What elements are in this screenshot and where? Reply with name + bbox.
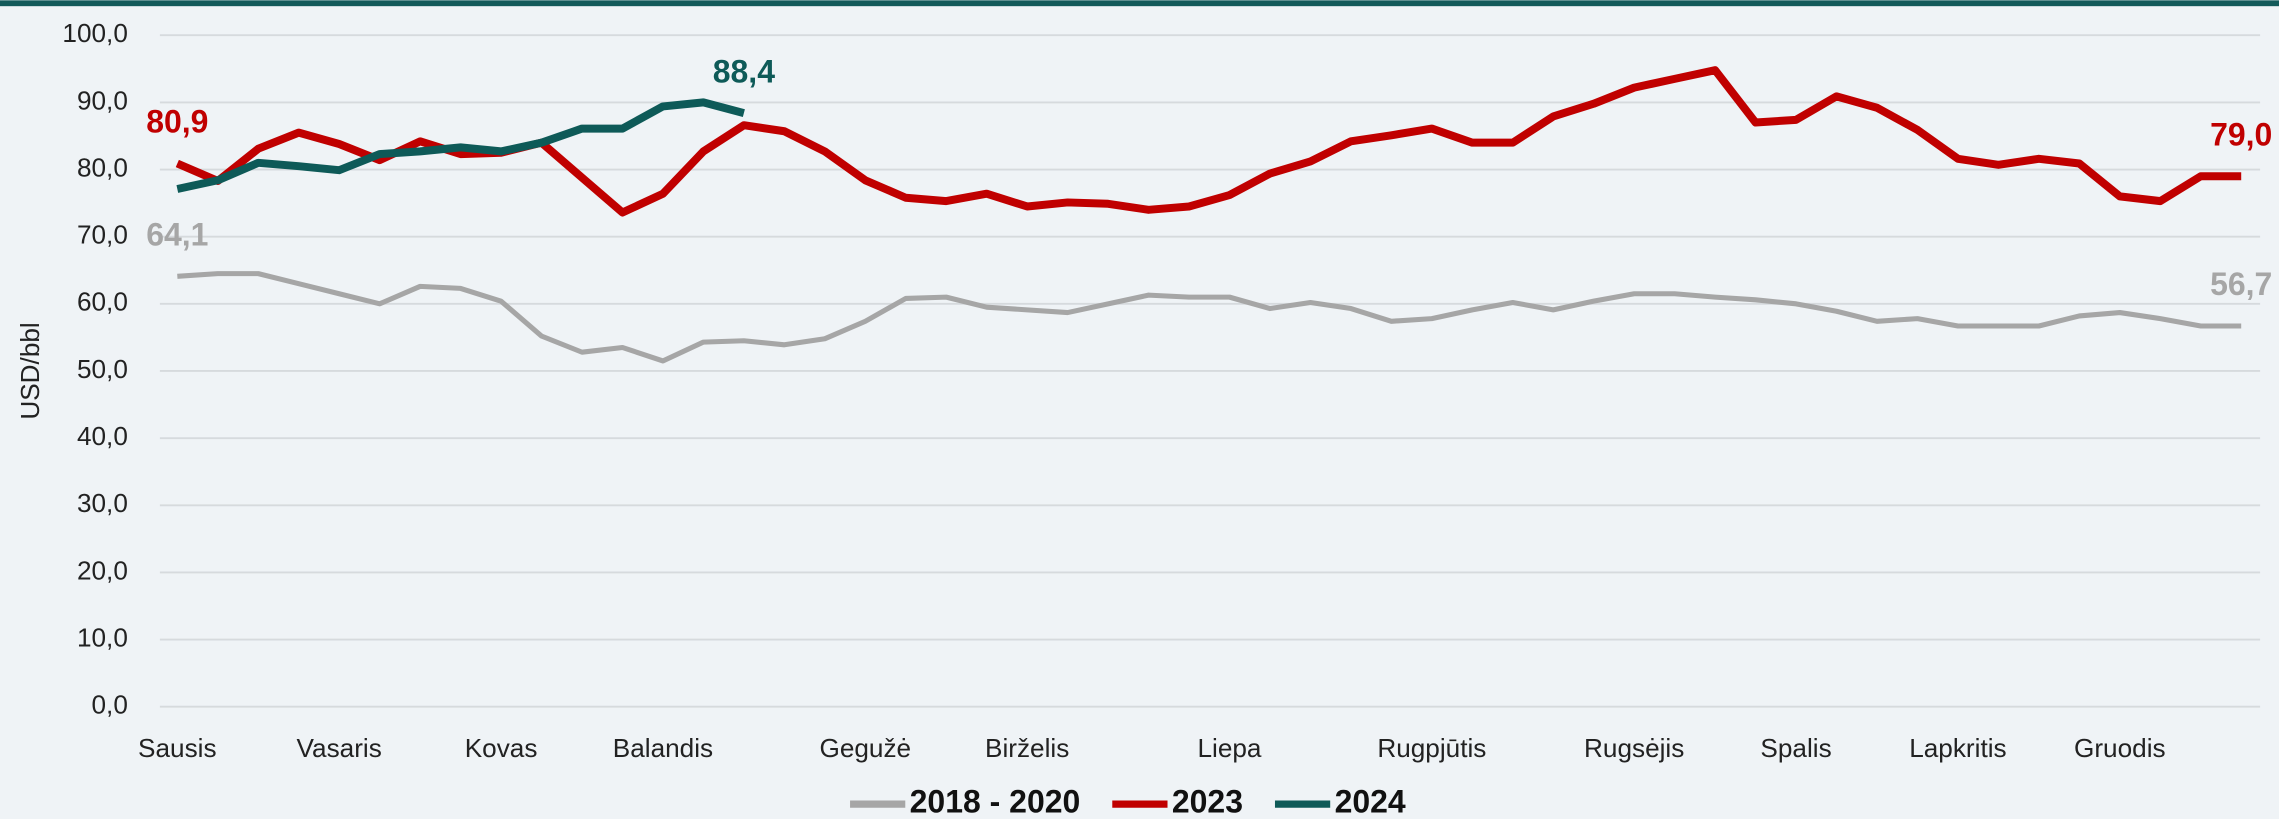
y-tick-label: 70,0 xyxy=(77,220,128,250)
y-tick-label: 0,0 xyxy=(92,690,128,720)
x-tick-label: Rugsėjis xyxy=(1584,733,1684,763)
x-tick-label: Gegužė xyxy=(819,733,911,763)
data-label: 88,4 xyxy=(713,53,775,89)
top-bar xyxy=(0,0,2279,7)
x-tick-label: Balandis xyxy=(613,733,713,763)
y-tick-label: 10,0 xyxy=(77,622,128,652)
x-tick-label: Rugpjūtis xyxy=(1377,733,1486,763)
x-tick-label: Sausis xyxy=(138,733,217,763)
y-tick-label: 100,0 xyxy=(62,18,127,48)
data-label: 64,1 xyxy=(146,216,208,252)
y-tick-label: 90,0 xyxy=(77,85,128,115)
y-tick-label: 40,0 xyxy=(77,421,128,451)
data-label: 79,0 xyxy=(2210,116,2272,152)
y-tick-label: 50,0 xyxy=(77,354,128,384)
y-axis-label: USD/bbl xyxy=(15,322,45,419)
y-tick-label: 80,0 xyxy=(77,152,128,182)
x-tick-label: Lapkritis xyxy=(1909,733,2006,763)
x-tick-label: Kovas xyxy=(465,733,538,763)
legend-label: 2023 xyxy=(1172,784,1243,819)
legend-label: 2024 xyxy=(1335,784,1406,819)
x-tick-label: Gruodis xyxy=(2074,733,2166,763)
series-line xyxy=(177,271,2242,364)
data-label: 56,7 xyxy=(2210,266,2272,302)
x-tick-label: Liepa xyxy=(1197,733,1261,763)
y-tick-label: 60,0 xyxy=(77,287,128,317)
x-tick-label: Birželis xyxy=(985,733,1069,763)
y-tick-label: 20,0 xyxy=(77,555,128,585)
series-line xyxy=(175,66,2242,217)
y-tick-label: 30,0 xyxy=(77,488,128,518)
data-label: 80,9 xyxy=(146,104,208,140)
x-tick-label: Spalis xyxy=(1760,733,1831,763)
series-line xyxy=(176,98,745,193)
x-tick-label: Vasaris xyxy=(297,733,382,763)
legend-label: 2018 - 2020 xyxy=(910,784,1081,819)
